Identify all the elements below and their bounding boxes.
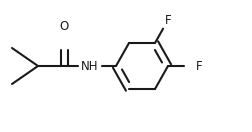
Text: F: F	[195, 60, 202, 72]
Text: O: O	[59, 20, 68, 33]
Text: F: F	[164, 13, 171, 27]
Text: NH: NH	[81, 60, 98, 72]
